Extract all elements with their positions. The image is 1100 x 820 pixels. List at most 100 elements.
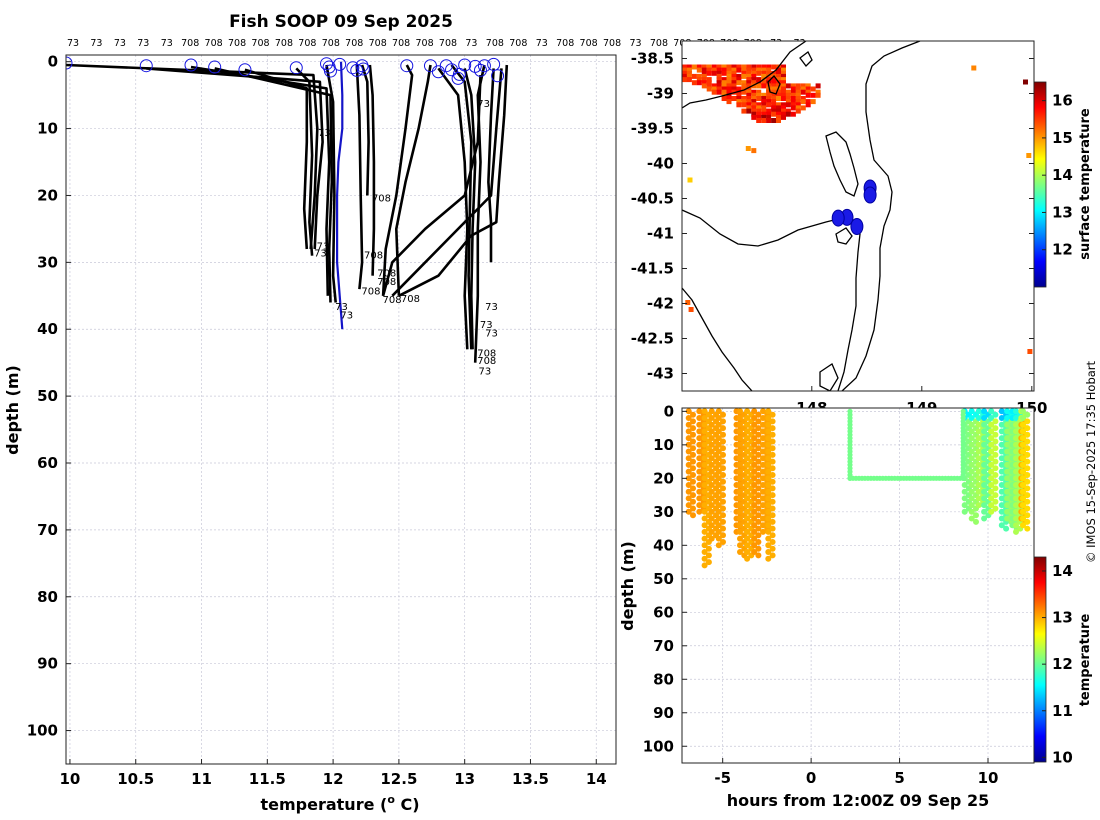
profile-top-label: 708 bbox=[345, 38, 363, 49]
sst-pixel bbox=[751, 89, 757, 95]
sst-pixel bbox=[736, 77, 742, 83]
cast-point bbox=[720, 525, 726, 532]
sst-pixel bbox=[771, 83, 777, 89]
profile-start-marker bbox=[238, 63, 252, 77]
sst-pixel bbox=[761, 111, 767, 117]
cast-point bbox=[744, 441, 751, 448]
cast-point bbox=[690, 465, 696, 472]
cast-point bbox=[701, 428, 708, 435]
cast-point bbox=[751, 528, 758, 535]
cast-point bbox=[701, 415, 708, 421]
sst-pixel bbox=[761, 80, 767, 86]
cast-point bbox=[769, 512, 776, 519]
cast-point bbox=[715, 441, 722, 448]
sst-pixel bbox=[721, 77, 727, 83]
cast-point bbox=[1020, 488, 1026, 495]
cast-point bbox=[690, 492, 696, 499]
sst-pixel bbox=[746, 89, 752, 95]
cast-point bbox=[685, 488, 692, 495]
cast-point bbox=[690, 438, 696, 445]
sst-pixel bbox=[776, 89, 781, 95]
cast-point bbox=[1013, 475, 1019, 482]
profile-start-marker bbox=[320, 57, 334, 71]
sst-pixel bbox=[746, 108, 752, 114]
cast-point bbox=[708, 522, 715, 529]
profile-xtick-label: 13 bbox=[454, 770, 475, 788]
sst-pixel bbox=[711, 64, 717, 70]
sst-pixel bbox=[726, 96, 732, 101]
profile-top-label: 73 bbox=[90, 38, 102, 49]
cast-point bbox=[992, 431, 999, 438]
sst-pixel bbox=[790, 111, 796, 117]
cast-point bbox=[720, 465, 726, 472]
profile-line-708-h bbox=[360, 64, 370, 196]
cast-point bbox=[975, 502, 982, 509]
cast-point bbox=[755, 545, 762, 552]
cast-point bbox=[715, 488, 722, 495]
sst-pixel bbox=[741, 73, 747, 79]
sst-pixel bbox=[736, 96, 742, 101]
sst-pixel bbox=[716, 64, 722, 70]
cast-point bbox=[992, 418, 999, 425]
cast-point bbox=[1004, 515, 1011, 522]
cast-point bbox=[968, 508, 975, 515]
cast-point bbox=[715, 508, 722, 515]
cast-point bbox=[715, 528, 722, 535]
cast-point bbox=[968, 435, 975, 442]
sst-pixel bbox=[741, 99, 747, 105]
cast-point bbox=[751, 421, 758, 428]
cast-point bbox=[755, 438, 762, 445]
profile-start-marker bbox=[289, 61, 303, 75]
cast-point bbox=[708, 508, 715, 515]
sst-pixel bbox=[721, 89, 727, 95]
cast-point bbox=[690, 431, 696, 438]
cast-point bbox=[1004, 495, 1011, 502]
profile-end-label: 708 bbox=[377, 277, 396, 288]
profile-end-label: 708 bbox=[364, 250, 383, 261]
sst-pixel bbox=[795, 105, 801, 111]
cast-point bbox=[998, 448, 1005, 455]
sst-pixel bbox=[756, 89, 762, 95]
sst-pixel bbox=[785, 102, 791, 108]
sst-pixel bbox=[785, 99, 791, 105]
cast-point bbox=[988, 448, 995, 455]
cast-point bbox=[685, 475, 692, 482]
profile-start-marker bbox=[208, 60, 222, 74]
cast-point bbox=[744, 455, 751, 462]
profile-start-marker bbox=[458, 58, 472, 72]
sst-pixel bbox=[766, 108, 772, 114]
cast-point bbox=[751, 408, 758, 415]
cast-point bbox=[708, 468, 715, 475]
map-content bbox=[682, 41, 1033, 391]
profile-line-708-o bbox=[463, 68, 477, 350]
profile-top-label: 708 bbox=[580, 38, 598, 49]
time-depth-ytick-label: 60 bbox=[653, 603, 674, 621]
cast-point bbox=[696, 441, 703, 448]
sst-pixel bbox=[731, 73, 737, 79]
sst-pixel bbox=[741, 96, 747, 101]
cast-point bbox=[992, 445, 999, 452]
cast-point bbox=[1004, 408, 1011, 415]
cast-point bbox=[961, 508, 968, 515]
cast-point bbox=[1004, 508, 1011, 515]
figure-title: Fish SOOP 09 Sep 2025 bbox=[229, 12, 453, 32]
profile-xtick-label: 11.5 bbox=[249, 770, 286, 788]
cast-point bbox=[701, 495, 708, 502]
cast-point bbox=[1020, 435, 1026, 442]
profile-top-label: 708 bbox=[392, 38, 410, 49]
cast-point bbox=[992, 465, 999, 472]
cast-point bbox=[992, 478, 999, 485]
sst-pixel bbox=[795, 83, 801, 89]
time-depth-xtick-label: 0 bbox=[806, 769, 816, 787]
cast-point bbox=[737, 408, 743, 415]
cast-point bbox=[751, 461, 758, 468]
profile-ytick-label: 40 bbox=[37, 320, 58, 338]
profile-ytick-label: 60 bbox=[37, 454, 58, 472]
sst-pixel bbox=[731, 83, 737, 89]
cast-point bbox=[968, 448, 975, 455]
cast-point bbox=[744, 475, 751, 482]
sst-pixel bbox=[756, 64, 762, 70]
sst-pixel bbox=[790, 96, 796, 101]
map-ytick-label: -41 bbox=[647, 225, 674, 243]
